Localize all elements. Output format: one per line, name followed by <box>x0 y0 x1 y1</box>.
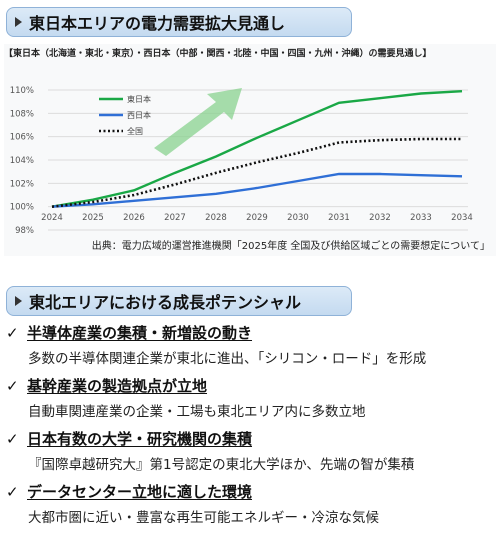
legend-label: 西日本 <box>127 110 151 120</box>
chart-canvas: 98% 100% 102% 104% 106% 108% 110% 2024 2025 2026 2… <box>10 86 473 236</box>
check-icon: ✓ <box>6 482 19 501</box>
y-tick-label: 106% <box>10 133 34 143</box>
chart-source: 出典：電力広域的運営推進機関「2025年度 全国及び供給区域ごとの需要想定につい… <box>91 241 490 252</box>
x-tick-label: 2033 <box>410 213 432 223</box>
chevron-right-icon <box>15 296 22 306</box>
list-item: ✓ データセンター立地に適した環境 大都市圏に近い・豊富な再生可能エネルギー・冷… <box>6 481 500 527</box>
check-icon: ✓ <box>6 429 19 448</box>
point-description: 多数の半導体関連企業が東北に進出、「シリコン・ロード」を形成 <box>28 351 427 367</box>
series-line <box>51 137 462 208</box>
point-description: 自動車関連産業の企業・工場も東北エリア内に多数立地 <box>28 404 366 420</box>
list-item: ✓ 基幹産業の製造拠点が立地 自動車関連産業の企業・工場も東北エリア内に多数立地 <box>6 375 500 421</box>
list-item: ✓ 日本有数の大学・研究機関の集積 『国際卓越研究大』第1号認定の東北大学ほか、… <box>6 428 500 474</box>
list-item: ✓ 半導体産業の集積・新増設の動き 多数の半導体関連企業が東北に進出、「シリコン… <box>6 322 500 368</box>
banner-title: 東日本エリアの電力需要拡大見通し <box>29 14 286 33</box>
x-tick-label: 2028 <box>205 213 227 223</box>
x-tick-label: 2030 <box>287 213 309 223</box>
point-title: 基幹産業の製造拠点が立地 <box>27 377 208 395</box>
series-line <box>51 172 463 208</box>
x-tick-label: 2034 <box>451 213 473 223</box>
check-icon: ✓ <box>6 376 19 395</box>
growth-arrow-icon <box>154 88 242 156</box>
y-tick-label: 102% <box>10 179 34 189</box>
x-tick-label: 2027 <box>164 213 186 223</box>
point-title: 半導体産業の集積・新増設の動き <box>27 324 253 342</box>
x-tick-label: 2029 <box>246 213 268 223</box>
x-tick-label: 2026 <box>123 213 145 223</box>
point-description: 『国際卓越研究大』第1号認定の東北大学ほか、先端の智が集積 <box>28 457 415 473</box>
demand-chart: 【東日本（北海道・東北・東京）・西日本（中部・関西・北陸・中国・四国・九州・沖縄… <box>4 44 496 256</box>
x-tick-label: 2031 <box>328 213 350 223</box>
section-banner-potential: 東北エリアにおける成長ポテンシャル <box>6 286 352 316</box>
x-tick-label: 2024 <box>41 213 63 223</box>
banner-title: 東北エリアにおける成長ポテンシャル <box>29 293 302 312</box>
series-line <box>51 89 463 208</box>
y-tick-label: 104% <box>10 156 34 166</box>
check-icon: ✓ <box>6 323 19 342</box>
chevron-right-icon <box>15 17 22 27</box>
legend-label: 東日本 <box>127 94 151 104</box>
point-title: 日本有数の大学・研究機関の集積 <box>27 430 253 448</box>
y-tick-label: 98% <box>15 226 34 236</box>
y-tick-label: 110% <box>10 86 34 96</box>
section-banner-demand: 東日本エリアの電力需要拡大見通し <box>6 7 352 37</box>
point-description: 大都市圏に近い・豊富な再生可能エネルギー・冷涼な気候 <box>28 510 379 526</box>
point-title: データセンター立地に適した環境 <box>27 483 253 501</box>
chart-subtitle: 【東日本（北海道・東北・東京）・西日本（中部・関西・北陸・中国・四国・九州・沖縄… <box>4 49 432 59</box>
x-tick-label: 2032 <box>369 213 391 223</box>
y-tick-label: 108% <box>10 109 34 119</box>
x-tick-label: 2025 <box>82 213 104 223</box>
legend-label: 全国 <box>127 126 143 136</box>
y-tick-label: 100% <box>10 203 34 213</box>
